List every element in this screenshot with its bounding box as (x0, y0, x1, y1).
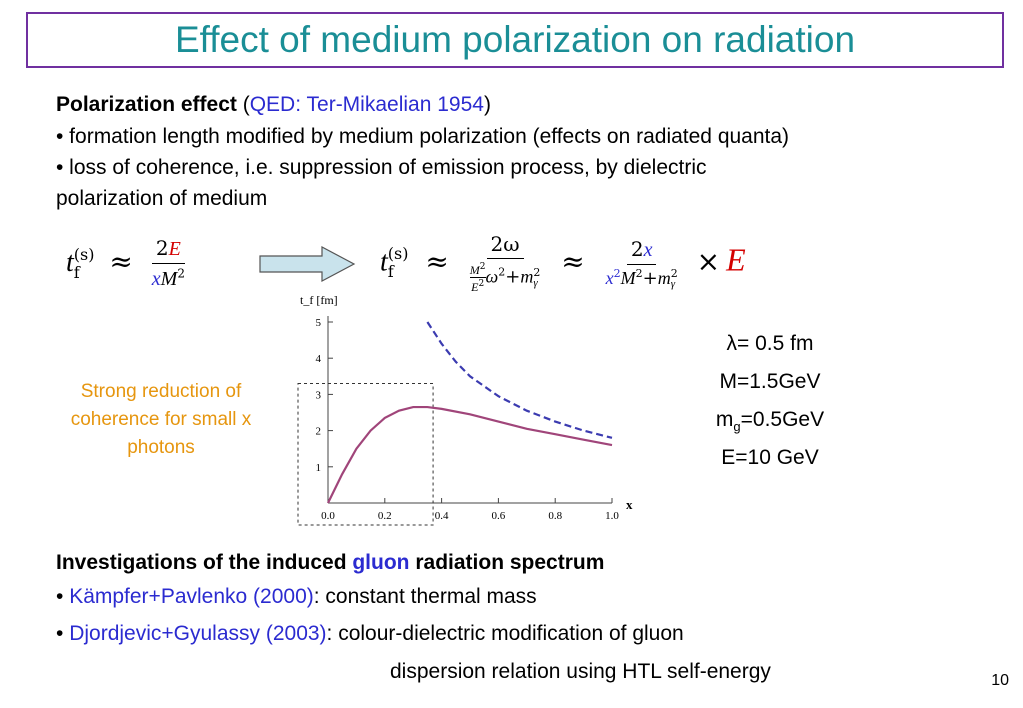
y-axis-label: t_f [fm] (300, 293, 338, 307)
djordjevic-ref: Djordjevic+Gyulassy (2003) (69, 622, 327, 645)
num3-coef: 2 (630, 236, 644, 261)
note-line-1: Strong reduction of (80, 381, 242, 402)
den3-M-sq: 2 (635, 266, 643, 280)
param-E: E=10 GeV (721, 446, 819, 469)
times-symbol: × (696, 244, 721, 278)
bullet-loss-coherence: • loss of coherence, i.e. suppression of… (56, 156, 707, 179)
x-axis-label: x (626, 497, 633, 512)
param-mg: mg=0.5GeV (690, 408, 850, 446)
bullet-1: • (56, 585, 70, 608)
bullet-formation-length: • formation length modified by medium po… (56, 125, 790, 148)
x-tick-label: 0.2 (378, 510, 392, 522)
ref-open: ( (242, 93, 250, 116)
den3-m: m (657, 267, 671, 288)
page-number: 10 (991, 672, 1009, 689)
formula-left: t (s) f ≈ 2E xM2 (66, 236, 189, 291)
x-tick-label: 0.0 (321, 510, 335, 522)
x-tick-label: 0.8 (548, 510, 562, 522)
den3-x: x (605, 267, 614, 288)
fraction-3: 2x x2M2+m 2 γ (602, 237, 682, 290)
fraction-2: 2ω M2 E2 ω2+m 2 γ (466, 232, 545, 294)
gluon-word: gluon (352, 551, 410, 574)
approx-symbol-3: ≈ (561, 244, 585, 278)
djordjevic-text-cont: dispersion relation using HTL self-energ… (390, 660, 771, 683)
den2-omega: ω (485, 266, 499, 287)
investigations-heading: Investigations of the induced gluon radi… (56, 550, 604, 576)
formation-length-chart: 0.0 0.2 0.4 0.6 0.8 1.0 1 2 3 4 5 t_f [fm] x (297, 293, 633, 526)
sub-f: f (73, 262, 80, 282)
y-tick-label: 1 (316, 462, 322, 474)
den2-E-sq: 2 (478, 279, 485, 289)
right-arrow-icon (259, 246, 356, 282)
y-tick-label: 5 (316, 317, 322, 329)
den2-M-sq: 2 (479, 262, 486, 272)
bullet-2: • (56, 622, 70, 645)
approx-symbol-1: ≈ (109, 245, 133, 278)
approx-symbol-2: ≈ (425, 244, 449, 278)
den2-M: M (469, 263, 480, 277)
title-box: Effect of medium polarization on radiati… (26, 12, 1004, 68)
param-M: M=1.5GeV (719, 370, 821, 393)
y-tick-label: 4 (316, 353, 322, 365)
t-symbol-2: t (380, 246, 388, 278)
den2-m: m (520, 266, 534, 287)
den1-M: M (160, 268, 178, 290)
num3-x: x (643, 238, 653, 261)
y-tick-label: 2 (316, 426, 322, 438)
sup-s: (s) (73, 244, 95, 264)
num1-E: E (168, 238, 181, 260)
bullet-loss-coherence-cont: polarization of medium (56, 187, 268, 210)
fraction-1: 2E xM2 (148, 236, 189, 291)
note-line-2: coherence for small x (70, 409, 252, 430)
factor-E: E (726, 241, 746, 278)
den3-gamma: γ (670, 277, 676, 290)
den2-E: E (471, 280, 479, 294)
den1-x: x (151, 268, 161, 290)
y-tick-label: 3 (316, 389, 322, 401)
series-line-2 (426, 321, 613, 439)
formula-right: t (s) f ≈ 2ω M2 E2 ω2+m 2 γ ≈ 2x x2M2+m 2 γ × E (380, 232, 746, 294)
den2-omega-sq: 2 (498, 265, 506, 279)
x-tick-label: 1.0 (605, 510, 619, 522)
highlight-box (297, 383, 434, 526)
kampfer-ref: Kämpfer+Pavlenko (2000) (69, 585, 314, 608)
den3-M: M (620, 267, 636, 288)
den2-gamma: γ (533, 276, 538, 289)
investigations-heading-post: radiation spectrum (409, 551, 605, 574)
den1-sq: 2 (177, 266, 185, 281)
reference-kampfer: • Kämpfer+Pavlenko (2000): constant ther… (56, 584, 537, 610)
polarization-heading-line: Polarization effect (QED: Ter-Mikaelian … (56, 92, 491, 118)
note-line-3: photons (127, 437, 195, 458)
param-mg-sub: g (733, 419, 741, 435)
num2: 2ω (490, 232, 520, 256)
den3-m-sq: 2 (670, 266, 678, 280)
den2-plus: + (505, 266, 521, 288)
parameters: λ= 0.5 fm M=1.5GeV mg=0.5GeV E=10 GeV (690, 332, 850, 484)
den3-plus: + (642, 267, 658, 289)
num1-coef: 2 (155, 236, 169, 260)
coherence-note: Strong reduction of coherence for small … (40, 378, 282, 462)
x-tick-label: 0.4 (435, 510, 449, 522)
djordjevic-text: : colour-dielectric modification of gluo… (326, 622, 684, 645)
reference-djordjevic: • Djordjevic+Gyulassy (2003): colour-die… (56, 621, 684, 647)
investigations-heading-pre: Investigations of the induced (56, 551, 353, 574)
polarization-heading: Polarization effect (56, 93, 237, 116)
param-lambda: λ= 0.5 fm (726, 332, 814, 355)
x-tick-label: 0.6 (492, 510, 506, 522)
slide-title: Effect of medium polarization on radiati… (174, 19, 856, 60)
sub-f-2: f (387, 262, 394, 281)
param-mg-value: =0.5GeV (740, 408, 825, 431)
series-line-1 (327, 405, 613, 504)
sup-s-2: (s) (387, 244, 409, 263)
qed-reference: QED: Ter-Mikaelian 1954 (249, 93, 484, 116)
t-symbol: t (66, 247, 74, 278)
den3-x-sq: 2 (613, 266, 621, 280)
ref-close: ) (483, 93, 491, 116)
kampfer-text: : constant thermal mass (313, 585, 537, 608)
param-mg-prefix: m (715, 408, 734, 431)
den2-m-sq: 2 (533, 265, 541, 279)
